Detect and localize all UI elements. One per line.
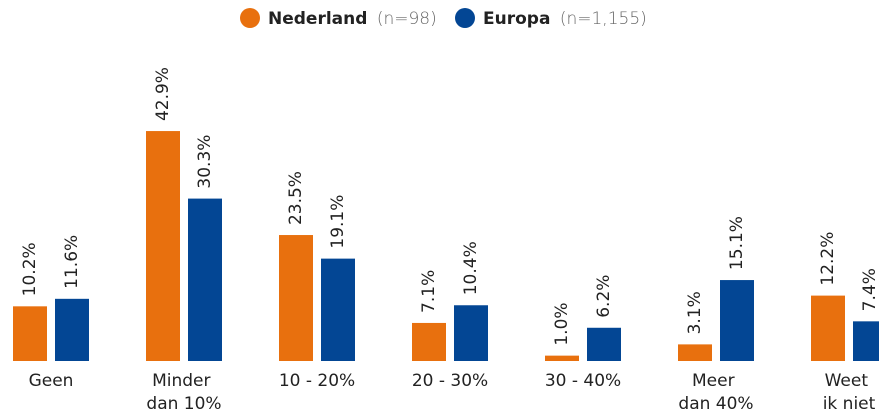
value-label: 19.1% bbox=[328, 195, 348, 249]
bar bbox=[811, 295, 845, 361]
value-label: 12.2% bbox=[818, 232, 838, 286]
value-label: 30.3% bbox=[195, 135, 215, 189]
legend-name: Nederland bbox=[268, 9, 367, 29]
value-label: 7.1% bbox=[419, 270, 439, 313]
value-label: 1.0% bbox=[552, 302, 572, 345]
bar bbox=[454, 305, 488, 361]
value-label: 42.9% bbox=[153, 67, 173, 121]
bar bbox=[321, 258, 355, 361]
x-tick-label: Meer dan 40% bbox=[678, 371, 753, 414]
value-label: 15.1% bbox=[727, 216, 747, 270]
bar bbox=[678, 344, 712, 361]
bar bbox=[587, 327, 621, 361]
bar bbox=[146, 131, 180, 361]
x-tick-label: 20 - 30% bbox=[412, 371, 488, 391]
legend-note: (n=1,155) bbox=[560, 9, 647, 29]
x-tick-label: Geen bbox=[29, 371, 74, 391]
value-label: 6.2% bbox=[594, 275, 614, 318]
x-tick-label: 30 - 40% bbox=[545, 371, 621, 391]
bar bbox=[545, 355, 579, 361]
legend-entry: Nederland (n=98) bbox=[268, 9, 437, 29]
bar bbox=[853, 321, 879, 361]
bar bbox=[720, 280, 754, 361]
legend-note: (n=98) bbox=[377, 9, 437, 29]
x-tick-label: Minder dan 10% bbox=[146, 371, 221, 414]
x-tick-label: 10 - 20% bbox=[279, 371, 355, 391]
bar bbox=[412, 322, 446, 361]
legend-swatch bbox=[240, 8, 260, 28]
bar bbox=[279, 235, 313, 361]
value-label: 7.4% bbox=[860, 268, 879, 311]
legend-name: Europa bbox=[483, 9, 550, 29]
legend-swatch bbox=[455, 8, 475, 28]
value-label: 10.2% bbox=[20, 242, 40, 296]
value-label: 3.1% bbox=[685, 291, 705, 334]
bar bbox=[188, 198, 222, 361]
value-label: 23.5% bbox=[286, 171, 306, 225]
x-tick-label: Weet ik niet bbox=[823, 371, 876, 414]
value-label: 10.4% bbox=[461, 241, 481, 295]
value-label: 11.6% bbox=[62, 235, 82, 289]
bar bbox=[55, 298, 89, 361]
legend-entry: Europa (n=1,155) bbox=[483, 9, 647, 29]
bar bbox=[13, 306, 47, 361]
